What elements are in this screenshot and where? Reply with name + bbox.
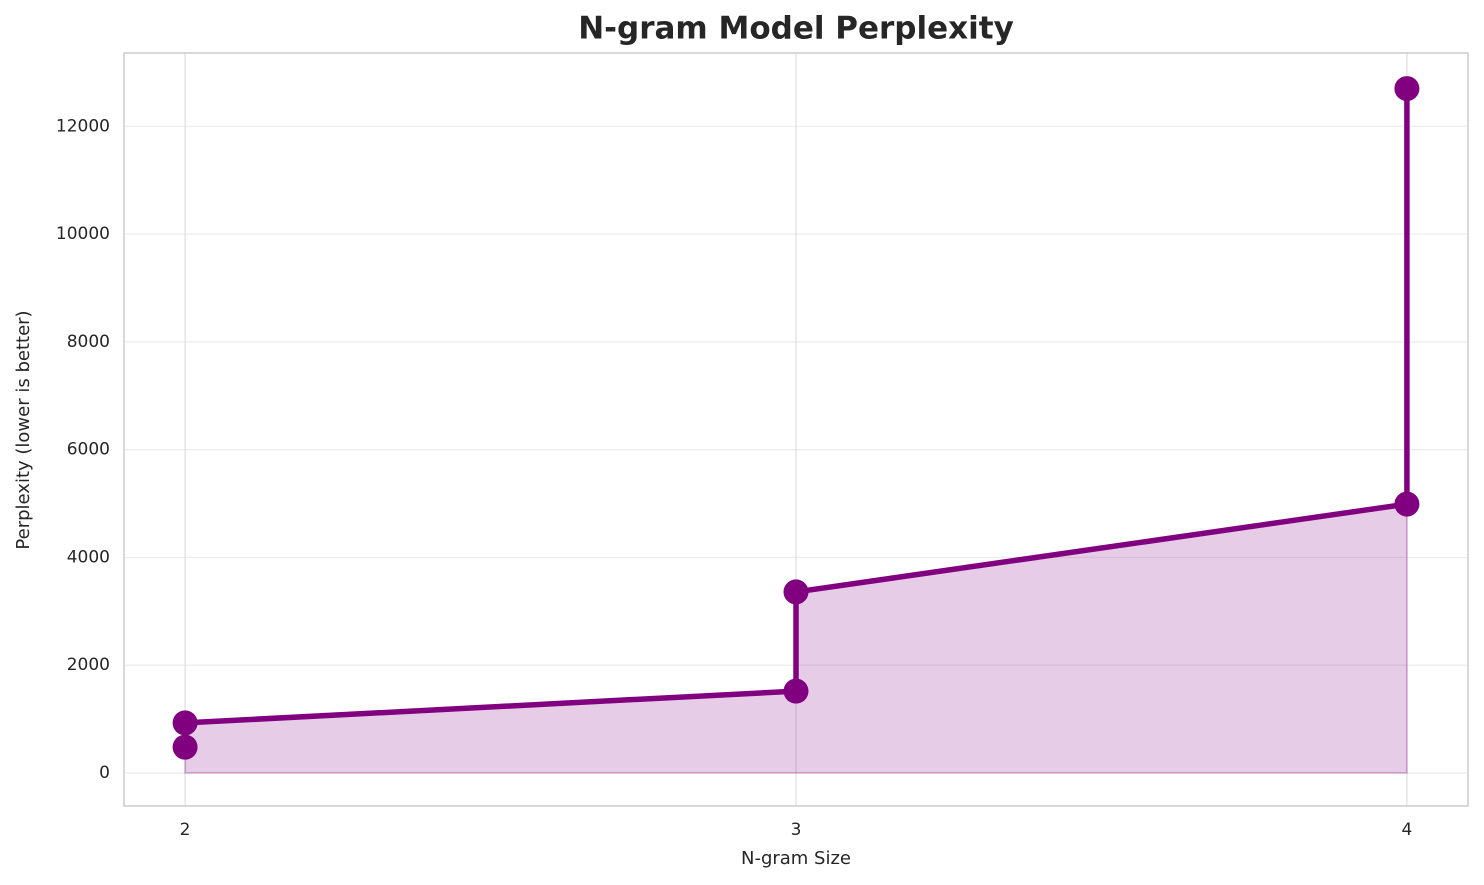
x-tick-label: 3 [791,820,802,840]
point [783,579,809,605]
x-axis-label: N-gram Size [741,848,851,869]
chart-title: N-gram Model Perplexity [578,11,1014,47]
y-tick-label: 8000 [67,332,110,352]
point [172,710,198,736]
y-tick-label: 12000 [56,116,110,136]
y-tick-label: 6000 [67,440,110,460]
y-tick-label: 2000 [67,655,110,675]
x-tick-label: 4 [1401,820,1412,840]
point [783,678,809,704]
point [172,734,198,760]
plot-frame [123,52,1469,807]
y-tick-label: 10000 [56,224,110,244]
y-tick-label: 0 [99,763,110,783]
point [1394,76,1420,102]
point [1394,491,1420,517]
x-tick-label: 2 [180,820,191,840]
y-tick-label: 4000 [67,547,110,567]
y-axis-label: Perplexity (lower is better) [13,310,34,549]
